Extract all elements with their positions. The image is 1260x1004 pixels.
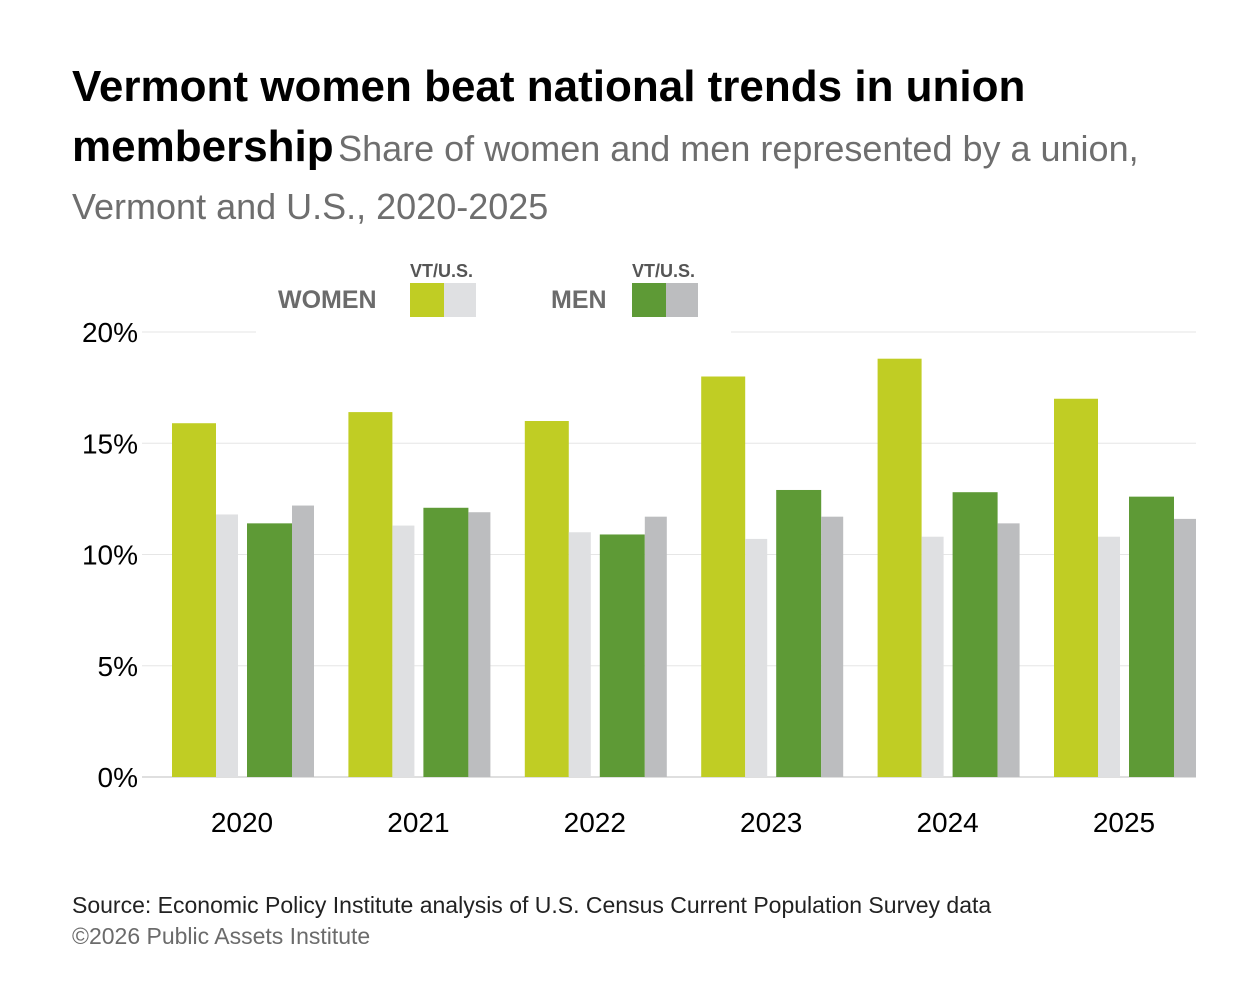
bar-men-vt xyxy=(1129,496,1174,777)
bar-women-us xyxy=(921,536,944,777)
bar-women-vt xyxy=(1054,398,1098,777)
x-tick-label: 2020 xyxy=(211,807,273,838)
bar-women-vt xyxy=(348,412,393,777)
bar-women-us xyxy=(216,514,238,777)
bar-men-vt xyxy=(952,492,998,777)
legend-swatch-women-us xyxy=(444,283,476,317)
bar-women-vt xyxy=(701,376,746,777)
x-tick-label: 2023 xyxy=(740,807,802,838)
source-note: Source: Economic Policy Institute analys… xyxy=(72,892,992,918)
bar-men-us xyxy=(644,516,667,777)
legend-men-pair-label: VT/U.S. xyxy=(632,261,695,281)
footer: Source: Economic Policy Institute analys… xyxy=(72,890,991,952)
x-tick-label: 2021 xyxy=(387,807,449,838)
legend-women-pair-label: VT/U.S. xyxy=(410,261,473,281)
legend-swatch-men-us xyxy=(666,283,698,317)
bar-women-vt xyxy=(877,358,922,777)
bar-women-vt xyxy=(172,423,216,777)
y-tick-label: 5% xyxy=(98,651,138,682)
y-tick-label: 20% xyxy=(82,317,138,348)
x-tick-label: 2025 xyxy=(1093,807,1155,838)
chart-heading: Vermont women beat national trends in un… xyxy=(72,62,1192,240)
y-tick-label: 15% xyxy=(82,428,138,459)
copyright-note: ©2026 Public Assets Institute xyxy=(72,923,371,949)
bar-men-us xyxy=(997,523,1020,777)
bar-women-vt xyxy=(524,421,569,777)
y-tick-label: 10% xyxy=(82,540,138,571)
bar-men-vt xyxy=(599,534,645,777)
chart-title: Vermont women beat national trends in un… xyxy=(72,62,1026,171)
bar-chart: 0% 5% 10% 15% 20% 2020 2021 2022 2023 2024 2025 WOM… xyxy=(82,260,1196,838)
legend-women-label: WOMEN xyxy=(278,286,377,314)
x-tick-label: 2024 xyxy=(916,807,978,838)
bar-men-vt xyxy=(776,489,822,777)
x-tick-label: 2022 xyxy=(564,807,626,838)
legend-men-label: MEN xyxy=(551,286,607,314)
bar-women-us xyxy=(392,525,415,777)
bar-men-vt xyxy=(423,507,469,777)
legend-swatch-men-vt xyxy=(632,283,666,317)
bar-women-us xyxy=(1098,536,1120,777)
bar-men-us xyxy=(292,505,314,777)
bar-women-us xyxy=(568,532,591,777)
bar-women-us xyxy=(745,538,768,777)
bar-men-vt xyxy=(247,523,292,777)
bar-men-us xyxy=(1174,518,1196,777)
bar-men-us xyxy=(821,516,844,777)
bar-men-us xyxy=(468,512,491,777)
chart-subtitle: Share of women and men represented by a … xyxy=(72,128,1139,227)
y-tick-label: 0% xyxy=(98,762,138,793)
legend-swatch-women-vt xyxy=(410,283,444,317)
